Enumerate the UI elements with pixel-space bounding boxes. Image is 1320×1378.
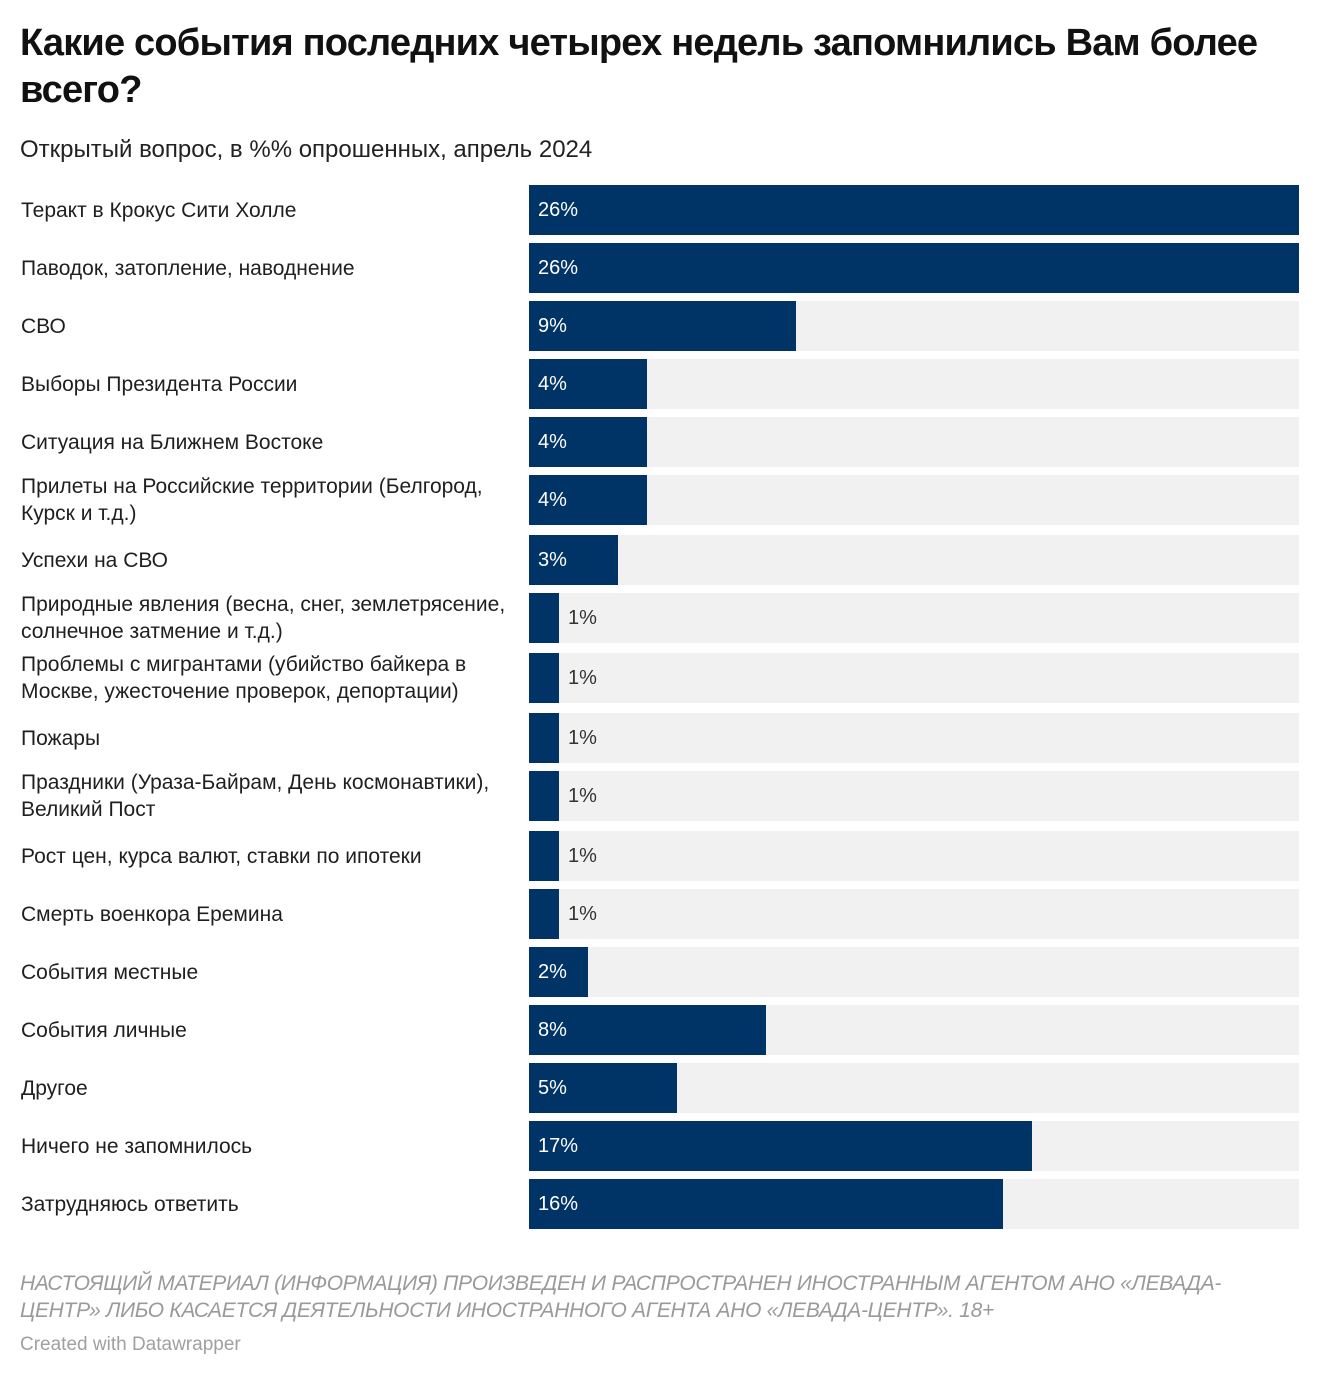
chart-credit[interactable]: Created with Datawrapper	[20, 1334, 241, 1355]
bar	[529, 653, 559, 703]
bar-label: Выборы Президента России	[21, 372, 298, 396]
bar-track: 2%	[529, 947, 1299, 997]
bar	[529, 947, 588, 997]
bar	[529, 593, 559, 643]
bar-label: Теракт в Крокус Сити Холле	[21, 198, 297, 222]
bar-track: 4%	[529, 417, 1299, 467]
bar-track: 1%	[529, 653, 1299, 703]
bar	[529, 535, 618, 585]
bar-value-label: 26%	[538, 256, 579, 279]
bar-value-label: 2%	[538, 960, 567, 983]
bar-track: 17%	[529, 1121, 1299, 1171]
bar-track: 16%	[529, 1179, 1299, 1229]
bar-value-label: 1%	[568, 726, 597, 749]
bar-value-label: 16%	[538, 1192, 579, 1215]
bar-track: 3%	[529, 535, 1299, 585]
bar-value-label: 3%	[538, 548, 567, 571]
bar-label: События местные	[21, 960, 199, 984]
bar-label: Смерть военкора Еремина	[21, 902, 283, 926]
bar-track: 4%	[529, 359, 1299, 409]
bar-value-label: 4%	[538, 430, 567, 453]
bar-label: Проблемы с мигрантами (убийство байкера …	[21, 653, 467, 703]
bar-label: Пожары	[21, 726, 101, 750]
bar	[529, 889, 559, 939]
bar-track: 1%	[529, 771, 1299, 821]
bar-track: 1%	[529, 889, 1299, 939]
bar-value-label: 1%	[568, 902, 597, 925]
chart-subtitle: Открытый вопрос, в %% опрошенных, апрель…	[20, 136, 593, 163]
bar-value-label: 1%	[568, 666, 597, 689]
bar	[529, 359, 647, 409]
bar-label: Затрудняюсь ответить	[21, 1192, 239, 1216]
bar-label: Рост цен, курса валют, ставки по ипотеки	[21, 844, 422, 868]
bar-value-label: 5%	[538, 1076, 567, 1099]
bar	[529, 831, 559, 881]
bar	[529, 475, 647, 525]
bar-track: 5%	[529, 1063, 1299, 1113]
bar-track: 1%	[529, 593, 1299, 643]
bar-label: Ничего не запомнилось	[21, 1134, 253, 1158]
bar-value-label: 1%	[568, 784, 597, 807]
bar-label: Паводок, затопление, наводнение	[21, 256, 355, 280]
bar-track: 8%	[529, 1005, 1299, 1055]
bar	[529, 1005, 766, 1055]
bar	[529, 417, 647, 467]
bar-track: 9%	[529, 301, 1299, 351]
bar	[529, 301, 796, 351]
chart-notes: НАСТОЯЩИЙ МАТЕРИАЛ (ИНФОРМАЦИЯ) ПРОИЗВЕД…	[20, 1272, 1222, 1322]
chart-title: Какие события последних четырех недель з…	[20, 22, 1258, 111]
bar-value-label: 1%	[568, 844, 597, 867]
bar-value-label: 26%	[538, 198, 579, 221]
bar-track: 4%	[529, 475, 1299, 525]
bar-track: 1%	[529, 713, 1299, 763]
bar-label: СВО	[21, 314, 66, 338]
bar-value-label: 1%	[568, 606, 597, 629]
bar-track: 26%	[529, 185, 1299, 235]
bar-label: Природные явления (весна, снег, землетря…	[21, 593, 506, 643]
bar-track: 1%	[529, 831, 1299, 881]
bar-label: Прилеты на Российские территории (Белгор…	[21, 475, 483, 525]
bar-label: Успехи на СВО	[21, 548, 169, 572]
bar	[529, 771, 559, 821]
bar-label: Ситуация на Ближнем Востоке	[21, 430, 324, 454]
bar	[529, 1121, 1032, 1171]
bar-value-label: 4%	[538, 372, 567, 395]
bar-value-label: 8%	[538, 1018, 567, 1041]
bar-label: Праздники (Ураза-Байрам, День космонавти…	[21, 771, 490, 821]
bar-label: События личные	[21, 1018, 187, 1042]
bar	[529, 185, 1299, 235]
bar-value-label: 17%	[538, 1134, 579, 1157]
bar-value-label: 4%	[538, 488, 567, 511]
bar	[529, 1063, 677, 1113]
bar-value-label: 9%	[538, 314, 567, 337]
bar	[529, 713, 559, 763]
bar	[529, 1179, 1003, 1229]
bar-track: 26%	[529, 243, 1299, 293]
bar	[529, 243, 1299, 293]
bar-label: Другое	[21, 1076, 88, 1100]
